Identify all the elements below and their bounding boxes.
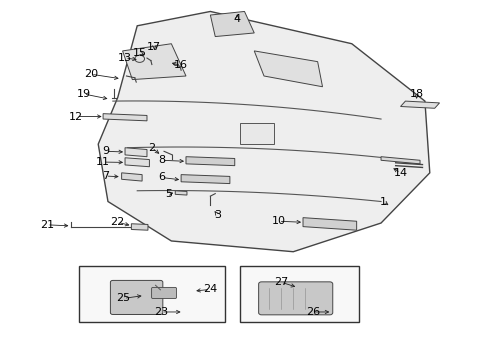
Polygon shape [400,101,439,108]
Text: 5: 5 [165,189,172,199]
Text: 13: 13 [118,53,132,63]
Text: 8: 8 [158,155,165,165]
Polygon shape [380,157,419,164]
Polygon shape [98,12,429,252]
Text: 16: 16 [174,60,188,70]
Polygon shape [125,158,149,167]
Bar [79,266,224,321]
Text: 1: 1 [379,197,386,207]
Bar [239,123,273,144]
Text: 19: 19 [76,89,90,99]
Polygon shape [254,51,322,87]
Text: 7: 7 [102,171,109,181]
Text: 23: 23 [154,307,168,317]
Text: 6: 6 [158,172,165,183]
Text: 2: 2 [148,143,155,153]
Text: 18: 18 [409,89,423,99]
Polygon shape [125,148,147,157]
Polygon shape [122,173,142,181]
Text: 25: 25 [116,293,130,303]
FancyBboxPatch shape [110,280,163,315]
Text: 17: 17 [147,42,161,51]
FancyBboxPatch shape [151,287,176,298]
Text: 22: 22 [110,217,124,227]
Text: 20: 20 [83,69,98,79]
Text: 21: 21 [40,220,54,230]
Text: 15: 15 [132,48,146,58]
Text: 12: 12 [69,112,83,122]
Text: 4: 4 [233,14,240,24]
Text: 10: 10 [271,216,285,226]
Polygon shape [103,114,147,121]
Text: 24: 24 [203,284,217,294]
Text: 3: 3 [214,210,221,220]
Polygon shape [210,12,254,37]
Polygon shape [303,218,356,230]
Polygon shape [175,191,186,195]
Text: 11: 11 [96,157,110,167]
FancyBboxPatch shape [258,282,332,315]
Bar [239,266,358,321]
Polygon shape [122,44,185,80]
Polygon shape [181,175,229,184]
Text: 14: 14 [393,168,407,178]
Text: 9: 9 [102,146,109,156]
Text: 27: 27 [273,277,287,287]
Polygon shape [131,224,148,230]
Text: 26: 26 [305,307,319,317]
Polygon shape [185,157,234,166]
